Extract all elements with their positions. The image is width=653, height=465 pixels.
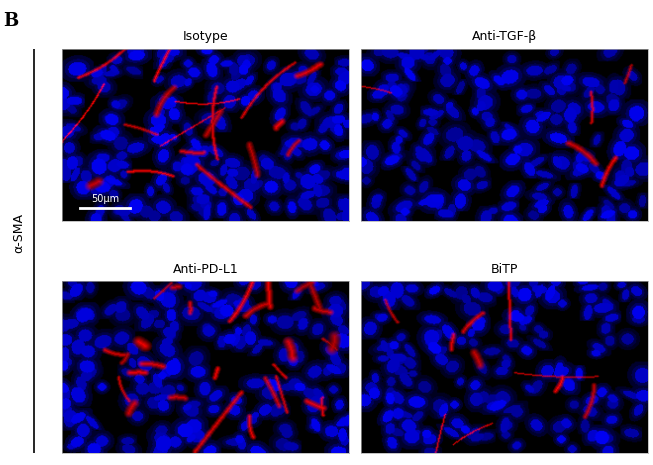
Text: B: B <box>3 12 18 30</box>
Text: Anti-TGF-β: Anti-TGF-β <box>471 30 537 43</box>
Text: α-SMA: α-SMA <box>12 213 25 252</box>
Text: BiTP: BiTP <box>490 263 518 276</box>
Text: Anti-PD-L1: Anti-PD-L1 <box>172 263 238 276</box>
Text: 50μm: 50μm <box>91 193 119 204</box>
Text: Isotype: Isotype <box>183 30 229 43</box>
